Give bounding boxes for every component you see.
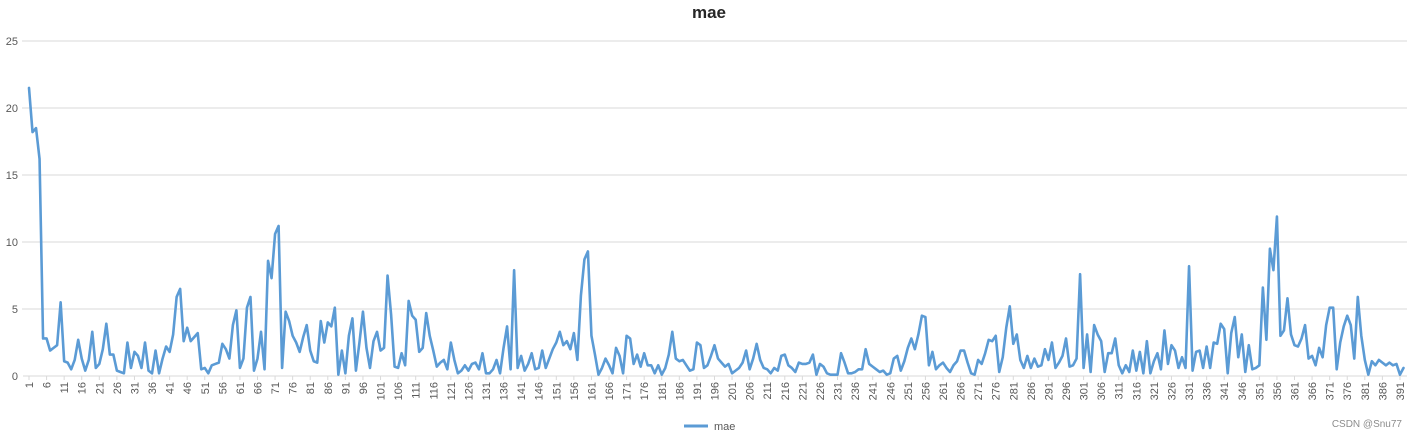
x-tick-label: 336 bbox=[1202, 382, 1214, 400]
x-tick-label: 271 bbox=[973, 382, 985, 400]
x-tick-label: 266 bbox=[956, 382, 968, 400]
x-tick-label: 176 bbox=[639, 382, 651, 400]
x-tick-label: 181 bbox=[657, 382, 669, 400]
x-tick-label: 111 bbox=[411, 382, 423, 399]
x-tick-label: 241 bbox=[868, 382, 880, 400]
watermark: CSDN @Snu77 bbox=[1332, 419, 1403, 430]
x-tick-label: 66 bbox=[252, 382, 264, 394]
x-tick-label: 366 bbox=[1307, 382, 1319, 400]
legend[interactable]: mae bbox=[684, 421, 735, 433]
x-tick-label: 146 bbox=[534, 382, 546, 400]
x-tick-label: 86 bbox=[323, 382, 335, 394]
x-tick-label: 376 bbox=[1342, 382, 1354, 400]
x-tick-label: 96 bbox=[358, 382, 370, 394]
x-tick-label: 76 bbox=[288, 382, 300, 394]
x-tick-label: 276 bbox=[991, 382, 1003, 400]
y-axis-ticks: 0 5 10 15 20 25 bbox=[6, 36, 18, 383]
chart-title: mae bbox=[692, 3, 726, 22]
x-tick-label: 11 bbox=[59, 382, 71, 393]
series-line-mae bbox=[27, 86, 1405, 376]
x-tick-label: 221 bbox=[797, 382, 809, 400]
x-tick-label: 341 bbox=[1219, 382, 1231, 400]
x-tick-label: 246 bbox=[885, 382, 897, 400]
x-tick-label: 326 bbox=[1166, 382, 1178, 400]
x-tick-label: 206 bbox=[745, 382, 757, 400]
y-tick-label: 20 bbox=[6, 103, 18, 115]
x-tick-label: 191 bbox=[692, 382, 704, 400]
x-tick-label: 321 bbox=[1149, 382, 1161, 400]
x-tick-label: 131 bbox=[481, 382, 493, 400]
x-tick-label: 251 bbox=[903, 382, 915, 400]
x-tick-label: 306 bbox=[1096, 382, 1108, 400]
gridlines bbox=[22, 40, 1407, 310]
x-tick-label: 56 bbox=[217, 382, 229, 394]
x-tick-label: 26 bbox=[112, 382, 124, 394]
x-tick-label: 256 bbox=[920, 382, 932, 400]
x-tick-label: 391 bbox=[1395, 382, 1407, 400]
x-tick-label: 196 bbox=[709, 382, 721, 400]
x-tick-label: 101 bbox=[376, 382, 388, 400]
y-tick-label: 25 bbox=[6, 36, 18, 48]
x-tick-label: 316 bbox=[1131, 382, 1143, 400]
x-tick-label: 381 bbox=[1360, 382, 1372, 400]
x-tick-label: 236 bbox=[850, 382, 862, 400]
x-tick-label: 386 bbox=[1377, 382, 1389, 400]
x-tick-label: 261 bbox=[938, 382, 950, 400]
y-tick-label: 0 bbox=[12, 371, 18, 383]
x-tick-label: 351 bbox=[1254, 382, 1266, 400]
x-tick-label: 201 bbox=[727, 382, 739, 400]
y-tick-label: 15 bbox=[6, 170, 18, 182]
x-tick-label: 6 bbox=[42, 382, 54, 388]
x-tick-label: 211 bbox=[762, 382, 774, 400]
x-tick-label: 166 bbox=[604, 382, 616, 400]
x-tick-label: 156 bbox=[569, 382, 581, 400]
y-tick-label: 5 bbox=[12, 304, 18, 316]
x-tick-label: 36 bbox=[147, 382, 159, 394]
x-tick-label: 171 bbox=[622, 382, 634, 400]
x-tick-label: 91 bbox=[340, 382, 352, 394]
x-tick-label: 301 bbox=[1079, 382, 1091, 400]
x-tick-label: 151 bbox=[551, 382, 563, 400]
x-tick-label: 126 bbox=[463, 382, 475, 400]
x-tick-label: 31 bbox=[129, 382, 141, 394]
x-tick-label: 331 bbox=[1184, 382, 1196, 400]
x-axis-ticks: 1 6 11 16 21 26 31 36 41 46 51 56 61 66 71 76 81 86 91 96 10… bbox=[24, 376, 1407, 400]
x-tick-label: 311 bbox=[1114, 382, 1126, 400]
x-tick-label: 61 bbox=[235, 382, 247, 394]
x-tick-label: 186 bbox=[674, 382, 686, 400]
x-tick-label: 231 bbox=[833, 382, 845, 400]
x-tick-label: 141 bbox=[516, 382, 528, 400]
x-tick-label: 81 bbox=[305, 382, 317, 394]
x-tick-label: 361 bbox=[1290, 382, 1302, 400]
x-tick-label: 356 bbox=[1272, 382, 1284, 400]
legend-label: mae bbox=[714, 421, 735, 433]
x-tick-label: 286 bbox=[1026, 382, 1038, 400]
x-tick-label: 281 bbox=[1008, 382, 1020, 400]
x-tick-label: 371 bbox=[1325, 382, 1337, 400]
x-tick-label: 51 bbox=[200, 382, 212, 394]
x-tick-label: 16 bbox=[77, 382, 89, 394]
x-tick-label: 136 bbox=[499, 382, 511, 400]
x-tick-label: 71 bbox=[270, 382, 282, 394]
x-tick-label: 161 bbox=[586, 382, 598, 400]
x-tick-label: 291 bbox=[1043, 382, 1055, 400]
x-tick-label: 41 bbox=[165, 382, 177, 394]
x-tick-label: 106 bbox=[393, 382, 405, 400]
x-tick-label: 116 bbox=[428, 382, 440, 400]
x-tick-label: 1 bbox=[24, 382, 36, 388]
x-tick-label: 121 bbox=[446, 382, 458, 400]
x-tick-label: 21 bbox=[94, 382, 106, 394]
x-tick-label: 296 bbox=[1061, 382, 1073, 400]
x-tick-label: 216 bbox=[780, 382, 792, 400]
x-tick-label: 46 bbox=[182, 382, 194, 394]
x-tick-label: 346 bbox=[1237, 382, 1249, 400]
x-tick-label: 226 bbox=[815, 382, 827, 400]
y-tick-label: 10 bbox=[6, 237, 18, 249]
